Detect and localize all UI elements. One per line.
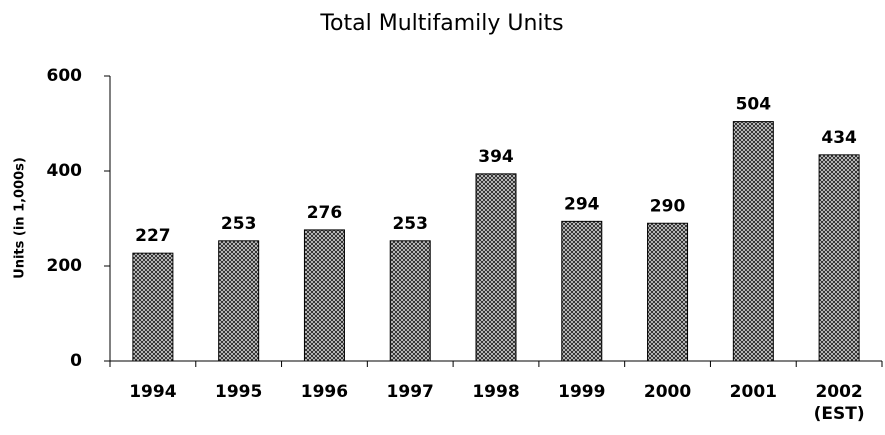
y-tick-label: 600 — [47, 66, 83, 86]
data-label: 504 — [736, 95, 772, 115]
bar — [389, 240, 431, 362]
x-tick-label: 1995 — [215, 382, 262, 402]
data-label: 294 — [564, 194, 600, 214]
bar — [303, 229, 345, 362]
y-tick-label: 200 — [47, 256, 83, 276]
bar — [475, 173, 517, 362]
bar — [218, 240, 260, 362]
x-tick-label: 2002 (EST) — [814, 382, 865, 424]
data-label: 394 — [478, 147, 514, 167]
bar — [561, 220, 603, 362]
bar — [818, 154, 860, 362]
data-label: 290 — [650, 196, 686, 216]
y-tick-label: 0 — [70, 351, 82, 371]
x-tick-label: 2000 — [644, 382, 691, 402]
bar — [132, 252, 174, 362]
data-label: 253 — [221, 214, 257, 234]
data-label: 253 — [392, 214, 428, 234]
data-label: 227 — [135, 226, 171, 246]
x-tick-label: 1998 — [472, 382, 519, 402]
x-tick-label: 2001 — [730, 382, 777, 402]
bar — [647, 222, 689, 362]
x-tick-label: 1997 — [387, 382, 434, 402]
data-label: 276 — [307, 203, 343, 223]
y-axis-label: Units (in 1,000s) — [13, 157, 28, 279]
y-tick-label: 400 — [47, 161, 83, 181]
bar — [732, 121, 774, 362]
x-tick-label: 1996 — [301, 382, 348, 402]
chart-title: Total Multifamily Units — [319, 11, 563, 36]
x-tick-label: 1994 — [129, 382, 176, 402]
x-tick-label: 1999 — [558, 382, 605, 402]
data-label: 434 — [821, 128, 857, 148]
